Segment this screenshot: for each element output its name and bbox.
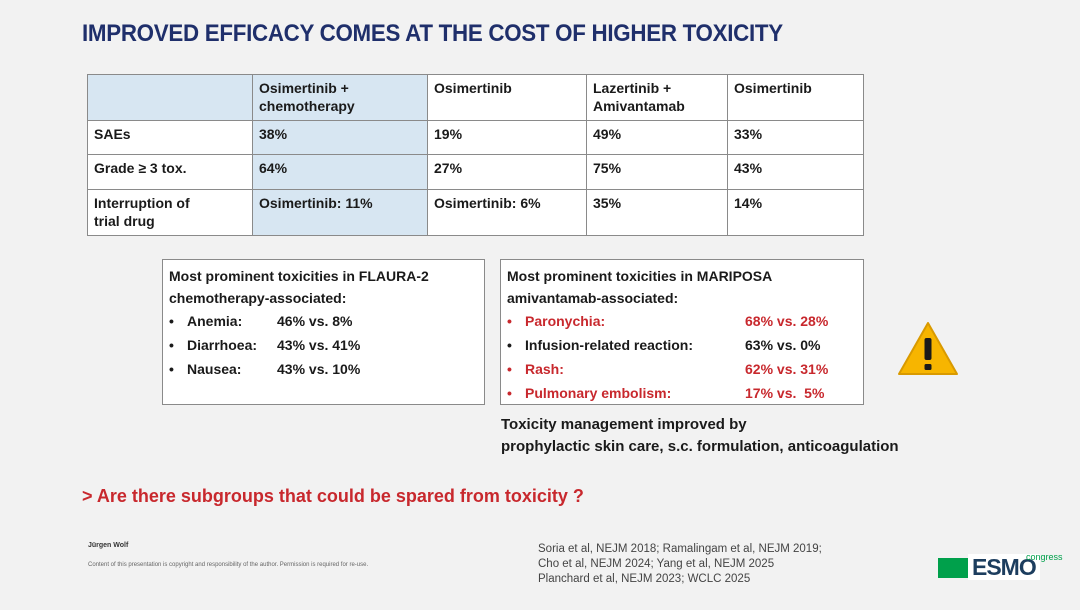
list-item: • Infusion-related reaction: 63% vs. 0% (507, 333, 857, 357)
toxicity-value: 62% vs. 31% (745, 361, 829, 377)
table-cell: Osimertinib: 11% (252, 189, 428, 236)
table-header-cell: Osimertinib (727, 74, 864, 121)
table-header-cell: Lazertinib + Amivantamab (586, 74, 728, 121)
list-item: • Diarrhoea: 43% vs. 41% (169, 333, 478, 357)
logo-mark (938, 558, 968, 578)
row-label: Grade ≥ 3 tox. (87, 154, 253, 190)
table-header-cell: Osimertinib + chemotherapy (252, 74, 428, 121)
bullet-icon: • (507, 313, 512, 329)
table-cell: 75% (586, 154, 728, 190)
toxicity-value: 63% vs. 0% (745, 337, 821, 353)
list-item: • Nausea: 43% vs. 10% (169, 357, 478, 381)
table-cell: 33% (727, 120, 864, 155)
references: Soria et al, NEJM 2018; Ramalingam et al… (538, 542, 822, 587)
row-label: Interruption of trial drug (87, 189, 253, 236)
toxicity-label: Nausea: (187, 361, 242, 377)
list-item: • Rash: 62% vs. 31% (507, 357, 857, 381)
bullet-icon: • (169, 313, 174, 329)
copyright-note: Content of this presentation is copyrigh… (88, 562, 369, 568)
table-cell: 49% (586, 120, 728, 155)
bullet-icon: • (507, 385, 512, 401)
table-header-row: Osimertinib + chemotherapy Osimertinib L… (87, 74, 864, 121)
toxicity-label: Rash: (525, 361, 564, 377)
author-name: Jürgen Wolf (88, 542, 129, 549)
flaura-box-title: Most prominent toxicities in FLAURA-2 (169, 268, 429, 284)
table-cell: 14% (727, 189, 864, 236)
toxicity-label: Infusion-related reaction: (525, 337, 694, 353)
bullet-icon: • (507, 337, 512, 353)
bullet-icon: • (169, 337, 174, 353)
header-line: Osimertinib + chemotherapy (259, 80, 355, 114)
table-row: SAEs 38% 19% 49% 33% (87, 120, 864, 155)
table-cell: 64% (252, 154, 428, 190)
reference-line: Cho et al, NEJM 2024; Yang et al, NEJM 2… (538, 558, 775, 570)
comparison-table: Osimertinib + chemotherapy Osimertinib L… (87, 74, 864, 236)
reference-line: Planchard et al, NEJM 2023; WCLC 2025 (538, 573, 751, 585)
flaura-toxicity-box: Most prominent toxicities in FLAURA-2 ch… (162, 259, 485, 405)
list-item: • Anemia: 46% vs. 8% (169, 309, 478, 333)
key-question: > Are there subgroups that could be spar… (82, 486, 584, 506)
logo-text: ESMO (968, 554, 1040, 580)
management-line: Toxicity management improved by (501, 416, 747, 433)
table-header-cell (87, 74, 253, 121)
mariposa-box-title: Most prominent toxicities in MARIPOSA (507, 268, 773, 284)
list-item: • Paronychia: 68% vs. 28% (507, 309, 857, 333)
management-line: prophylactic skin care, s.c. formulation… (501, 438, 899, 455)
table-header-cell: Osimertinib (427, 74, 587, 121)
toxicity-value: 17% vs. 5% (745, 385, 825, 401)
table-cell: 27% (427, 154, 587, 190)
header-line: Lazertinib + Amivantamab (593, 80, 685, 114)
list-item: • Pulmonary embolism: 17% vs. 5% (507, 381, 857, 405)
esmo-logo: ESMO congress (938, 552, 1066, 586)
toxicity-label: Diarrhoea: (187, 337, 258, 353)
reference-line: Soria et al, NEJM 2018; Ramalingam et al… (538, 543, 822, 555)
warning-triangle-icon (898, 322, 958, 375)
toxicity-value: 43% vs. 10% (277, 361, 361, 377)
header-line: Osimertinib (734, 80, 812, 96)
slide-title: IMPROVED EFFICACY COMES AT THE COST OF H… (82, 20, 783, 47)
toxicity-label: Anemia: (187, 313, 243, 329)
row-label: SAEs (87, 120, 253, 155)
header-line: Osimertinib (434, 80, 512, 96)
toxicity-management-note: Toxicity management improved by prophyla… (501, 414, 899, 458)
toxicity-value: 46% vs. 8% (277, 313, 353, 329)
toxicity-label: Paronychia: (525, 313, 606, 329)
mariposa-box-subtitle: amivantamab-associated: (507, 290, 679, 306)
table-cell: 43% (727, 154, 864, 190)
bullet-icon: • (507, 361, 512, 377)
mariposa-toxicity-box: Most prominent toxicities in MARIPOSA am… (500, 259, 864, 405)
table-row: Interruption of trial drug Osimertinib: … (87, 189, 864, 236)
toxicity-value: 43% vs. 41% (277, 337, 361, 353)
table-cell: 35% (586, 189, 728, 236)
toxicity-label: Pulmonary embolism: (525, 385, 672, 401)
table-cell: 19% (427, 120, 587, 155)
table-cell: Osimertinib: 6% (427, 189, 587, 236)
logo-suffix: congress (1026, 552, 1063, 562)
flaura-box-subtitle: chemotherapy-associated: (169, 290, 347, 306)
table-row: Grade ≥ 3 tox. 64% 27% 75% 43% (87, 154, 864, 190)
bullet-icon: • (169, 361, 174, 377)
table-cell: 38% (252, 120, 428, 155)
toxicity-value: 68% vs. 28% (745, 313, 829, 329)
